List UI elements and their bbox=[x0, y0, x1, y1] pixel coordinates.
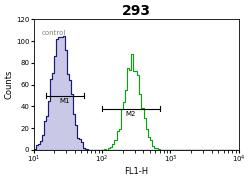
Text: M1: M1 bbox=[60, 98, 70, 104]
Text: M2: M2 bbox=[126, 111, 136, 117]
Y-axis label: Counts: Counts bbox=[4, 70, 13, 99]
X-axis label: FL1-H: FL1-H bbox=[124, 167, 148, 176]
Text: control: control bbox=[42, 30, 66, 36]
Title: 293: 293 bbox=[122, 4, 151, 18]
